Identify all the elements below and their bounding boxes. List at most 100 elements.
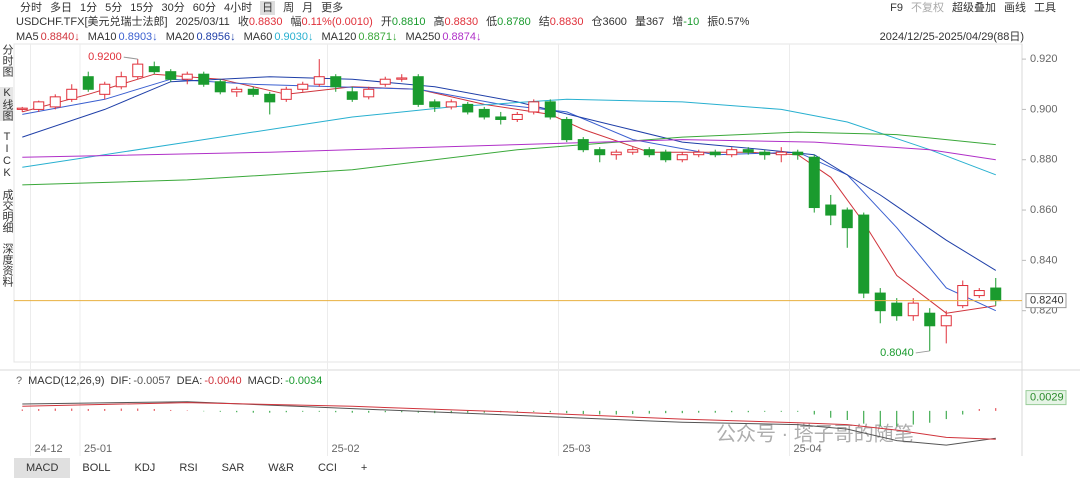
macd-legend-item: DIF: -0.0057 <box>111 374 171 388</box>
candle-body <box>346 91 358 100</box>
candle-body <box>891 302 903 317</box>
period-button[interactable]: 4小时 <box>224 2 253 14</box>
watermark: 公众号 · 塔子哥的随笔 <box>716 422 914 445</box>
info-item: 仓 3600 <box>591 15 626 29</box>
info-label: 增 <box>672 16 684 28</box>
tool-button[interactable]: 不复权 <box>911 2 944 14</box>
candle-body <box>693 151 705 156</box>
indicator-tab[interactable]: W&R <box>268 462 294 474</box>
info-value: 367 <box>645 16 665 28</box>
help[interactable]: ? <box>16 375 23 387</box>
period-button[interactable]: 60分 <box>192 2 216 14</box>
y-tick-label: 0.900 <box>1030 103 1058 115</box>
candle-body <box>495 116 507 120</box>
period-button[interactable]: 1分 <box>80 2 98 14</box>
candle-body <box>280 88 292 100</box>
period-button[interactable]: 日 <box>260 1 276 15</box>
info-item: 开 0.8810 <box>381 15 426 29</box>
candle-body <box>231 88 243 93</box>
candle-body <box>379 78 391 85</box>
info-label: 仓 <box>591 16 603 28</box>
info-label: 高 <box>433 16 445 28</box>
candle-body <box>264 93 276 103</box>
candle-body <box>198 73 210 85</box>
sidebar-tab[interactable]: 深度资料 <box>1 243 13 287</box>
tool-button[interactable]: 工具 <box>1034 2 1056 14</box>
period-button[interactable]: 分时 <box>20 2 42 14</box>
ma-line <box>22 78 997 312</box>
sidebar-tab[interactable]: 成交明细 <box>1 189 13 233</box>
candle-body <box>660 151 672 161</box>
candle-body <box>874 292 886 312</box>
tool-button[interactable]: F9 <box>890 2 903 14</box>
indicator-tab[interactable]: + <box>360 462 368 474</box>
macd-name: MACD: <box>247 375 284 387</box>
macd-value-box <box>1025 390 1067 406</box>
ma-line <box>22 98 996 176</box>
macd-title: MACD(12,26,9) <box>28 375 105 387</box>
period-button[interactable]: 15分 <box>130 2 154 14</box>
period-button[interactable]: 5分 <box>105 2 123 14</box>
date: 2025/03/11 <box>175 16 230 28</box>
x-tick-label: 25-04 <box>794 443 822 455</box>
candle-body <box>214 81 226 93</box>
ma-name: MA5 <box>16 31 39 43</box>
ma-line <box>22 131 996 186</box>
candle-body <box>726 149 738 156</box>
candle-body <box>990 287 1002 302</box>
info-line: USDCHF.TFX[美元兑瑞士法郎] 2025/03/11 收 0.8830 幅 0… <box>16 15 749 29</box>
candle-body <box>957 285 969 307</box>
indicator-tab[interactable]: SAR <box>221 462 245 474</box>
tool-button[interactable]: 超级叠加 <box>952 2 996 14</box>
ma-line <box>22 139 996 161</box>
period-button[interactable]: 更多 <box>321 2 344 14</box>
ma-name: MA120 <box>321 31 357 43</box>
period-button[interactable]: 多日 <box>50 2 72 14</box>
candle-body <box>676 154 688 161</box>
candle-body <box>759 151 771 156</box>
ma-legend-item: MA10 0.8903↓ <box>88 30 158 44</box>
indicator-tab[interactable]: RSI <box>179 462 198 474</box>
candle-body <box>841 209 853 229</box>
period-button[interactable]: 月 <box>302 2 314 14</box>
last-price-box <box>1025 293 1067 309</box>
period-button[interactable]: 周 <box>283 2 295 14</box>
tool-button[interactable]: 画线 <box>1004 2 1026 14</box>
indicator-tab[interactable]: MACD <box>14 458 71 478</box>
ma-name: MA10 <box>87 31 117 43</box>
sidebar-tab[interactable]: 分时图 <box>1 44 13 77</box>
info-item: 高 0.8830 <box>433 15 478 29</box>
macd-legend-item: MACD: -0.0034 <box>248 374 323 388</box>
sidebar-tab[interactable]: K线图 <box>0 87 13 121</box>
ma-legend: MA5 0.8840↓ MA10 0.8903↓ MA20 0.8956↓ MA60 0.90… <box>16 30 482 44</box>
candle-body <box>445 101 457 108</box>
ma-line <box>22 73 996 314</box>
info-item: 量 367 <box>635 15 664 29</box>
candle-body <box>808 156 820 209</box>
info-value: -10 <box>683 16 700 28</box>
y-tick-label: 0.880 <box>1030 154 1058 166</box>
candle-body <box>478 108 490 118</box>
ma-name: MA60 <box>243 31 273 43</box>
candle-body <box>792 151 804 156</box>
indicator-tab[interactable]: BOLL <box>82 462 111 474</box>
ma-name: MA250 <box>405 31 441 43</box>
candle-body <box>33 101 45 110</box>
candle-body <box>66 88 78 100</box>
y-tick-label: 0.920 <box>1030 53 1058 65</box>
period-button[interactable]: 30分 <box>161 2 185 14</box>
candle-body <box>775 151 787 156</box>
info-label: 开 <box>380 16 392 28</box>
candle-body <box>396 77 408 80</box>
indicator-tab[interactable]: KDJ <box>134 462 156 474</box>
info-value: 0.57% <box>718 16 750 28</box>
candle-body <box>610 151 622 156</box>
indicator-tab[interactable]: CCI <box>317 462 337 474</box>
info-label: 收 <box>237 16 249 28</box>
candle-body <box>511 113 523 120</box>
info-label: 量 <box>634 16 646 28</box>
sidebar-tab[interactable]: TICK <box>1 131 13 179</box>
candle-body <box>412 76 424 105</box>
annotation-leader <box>915 350 930 354</box>
candle-body <box>330 76 342 88</box>
